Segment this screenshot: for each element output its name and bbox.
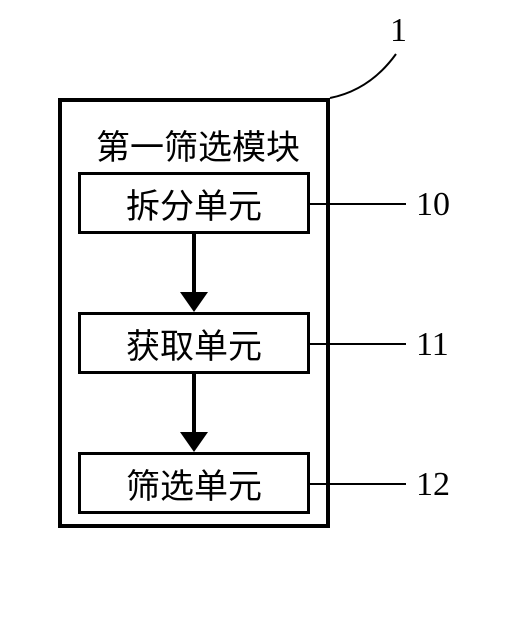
unit-box-filter: 筛选单元	[78, 452, 310, 514]
callout-label-10: 10	[416, 186, 450, 224]
unit-box-acquire: 获取单元	[78, 312, 310, 374]
diagram-canvas: 第一筛选模块 拆分单元 获取单元 筛选单元 1 10 11 12	[0, 0, 525, 635]
callout-label-1: 1	[390, 12, 407, 50]
callout-label-12: 12	[416, 466, 450, 504]
unit-label: 获取单元	[126, 319, 262, 368]
unit-label: 拆分单元	[126, 179, 262, 228]
callout-label-11: 11	[416, 326, 449, 364]
unit-label: 筛选单元	[126, 459, 262, 508]
module-title: 第一筛选模块	[62, 120, 334, 169]
unit-box-split: 拆分单元	[78, 172, 310, 234]
